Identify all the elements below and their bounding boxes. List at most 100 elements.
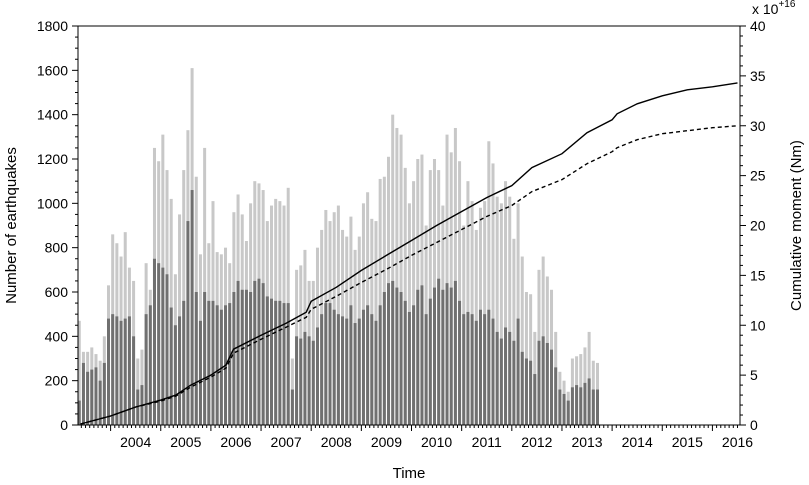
x-tick-label: 2009 (371, 434, 402, 450)
dark-bar (462, 314, 466, 425)
dark-bar (424, 314, 428, 425)
dark-bar (529, 360, 533, 425)
light-bar (508, 196, 512, 425)
light-bar (453, 127, 457, 425)
light-bar (428, 170, 432, 425)
dark-bar (152, 258, 156, 425)
dark-bar (453, 280, 457, 425)
right-axis-ticks: 0 5 10 15 20 25 30 35 40 (740, 18, 766, 433)
light-bar (391, 114, 395, 426)
dark-bar (311, 340, 315, 425)
dark-bar (487, 309, 491, 425)
right-axis-multiplier: x 10+16 (752, 0, 796, 17)
light-bar (458, 161, 462, 425)
dark-bar (579, 387, 583, 425)
left-tick-label: 0 (60, 417, 68, 433)
dark-bar (595, 389, 599, 425)
right-tick-label: 35 (750, 68, 766, 84)
dark-bar (541, 336, 545, 425)
dark-bar (173, 325, 177, 425)
dark-bar (102, 362, 106, 425)
x-tick-label: 2012 (521, 434, 552, 450)
light-bar (512, 238, 516, 425)
dark-bar (123, 318, 127, 425)
dark-bar (119, 320, 123, 425)
dark-bar (144, 314, 148, 425)
dark-bar (478, 309, 482, 425)
right-tick-label: 40 (750, 18, 766, 34)
left-axis-ticks: 0 200 400 600 800 1000 1200 1400 1600 1800 (37, 18, 78, 433)
x-tick-label: 2010 (421, 434, 452, 450)
x-tick-label: 2011 (472, 434, 502, 450)
x-tick-label: 2005 (170, 434, 201, 450)
right-tick-label: 10 (750, 317, 766, 333)
dark-bar (278, 300, 282, 425)
dark-bar (328, 303, 332, 425)
light-bar (399, 134, 403, 425)
dark-bar (240, 289, 244, 425)
dark-bar (86, 371, 90, 425)
dark-bar (228, 303, 232, 425)
x-tick-label: 2004 (120, 434, 151, 450)
dark-bar (491, 318, 495, 425)
right-tick-label: 20 (750, 218, 766, 234)
dark-bar (550, 349, 554, 425)
light-bar (378, 178, 382, 425)
dark-bar (148, 305, 152, 425)
left-axis-title: Number of earthquakes (3, 147, 20, 304)
dark-bar (107, 318, 111, 425)
dark-bar (244, 289, 248, 425)
dark-bar (274, 300, 278, 425)
dark-bar (378, 305, 382, 425)
dark-bar (458, 300, 462, 425)
dark-bar (520, 351, 524, 425)
dark-bar (178, 316, 182, 425)
dark-bar (169, 307, 173, 425)
dark-bar (165, 274, 169, 425)
x-tick-label: 2014 (622, 434, 653, 450)
dark-bar (399, 292, 403, 425)
x-axis-title: Time (393, 465, 426, 482)
dark-bar (249, 292, 253, 425)
dark-bar (353, 323, 357, 425)
dark-bar (537, 340, 541, 425)
dark-bar (257, 278, 261, 425)
dark-bar (198, 320, 202, 425)
right-tick-label: 25 (750, 168, 766, 184)
dark-bar (357, 318, 361, 425)
dark-bar (215, 305, 219, 425)
dark-bar (81, 362, 85, 425)
left-tick-label: 1800 (37, 18, 68, 34)
dark-bar (90, 369, 94, 425)
cumulative-moment-lines (80, 82, 738, 425)
dark-bar (286, 303, 290, 425)
x-tick-label: 2007 (271, 434, 302, 450)
light-bar (395, 127, 399, 425)
x-tick-label: 2016 (722, 434, 753, 450)
right-tick-label: 30 (750, 118, 766, 134)
dark-bar (211, 300, 215, 425)
light-bar (487, 141, 491, 425)
dark-bar (504, 327, 508, 425)
dark-bar (157, 263, 161, 425)
left-tick-label: 1200 (37, 151, 68, 167)
dark-bar (391, 280, 395, 425)
light-bar (77, 320, 81, 425)
dark-bar (341, 316, 345, 425)
dark-bar (161, 267, 165, 425)
light-bar (495, 196, 499, 425)
x-tick-label: 2015 (672, 434, 703, 450)
dark-bar (207, 300, 211, 425)
dark-bar (570, 387, 574, 425)
light-bar (203, 147, 207, 426)
light-bar (470, 201, 474, 425)
right-tick-label: 0 (750, 417, 758, 433)
left-tick-label: 1400 (37, 107, 68, 123)
dark-bar (441, 289, 445, 425)
dark-bar (583, 382, 587, 425)
right-axis-title: Cumulative moment (Nm) (788, 140, 805, 311)
dark-bar (387, 283, 391, 425)
dark-bar (437, 278, 441, 425)
light-bar (491, 163, 495, 425)
